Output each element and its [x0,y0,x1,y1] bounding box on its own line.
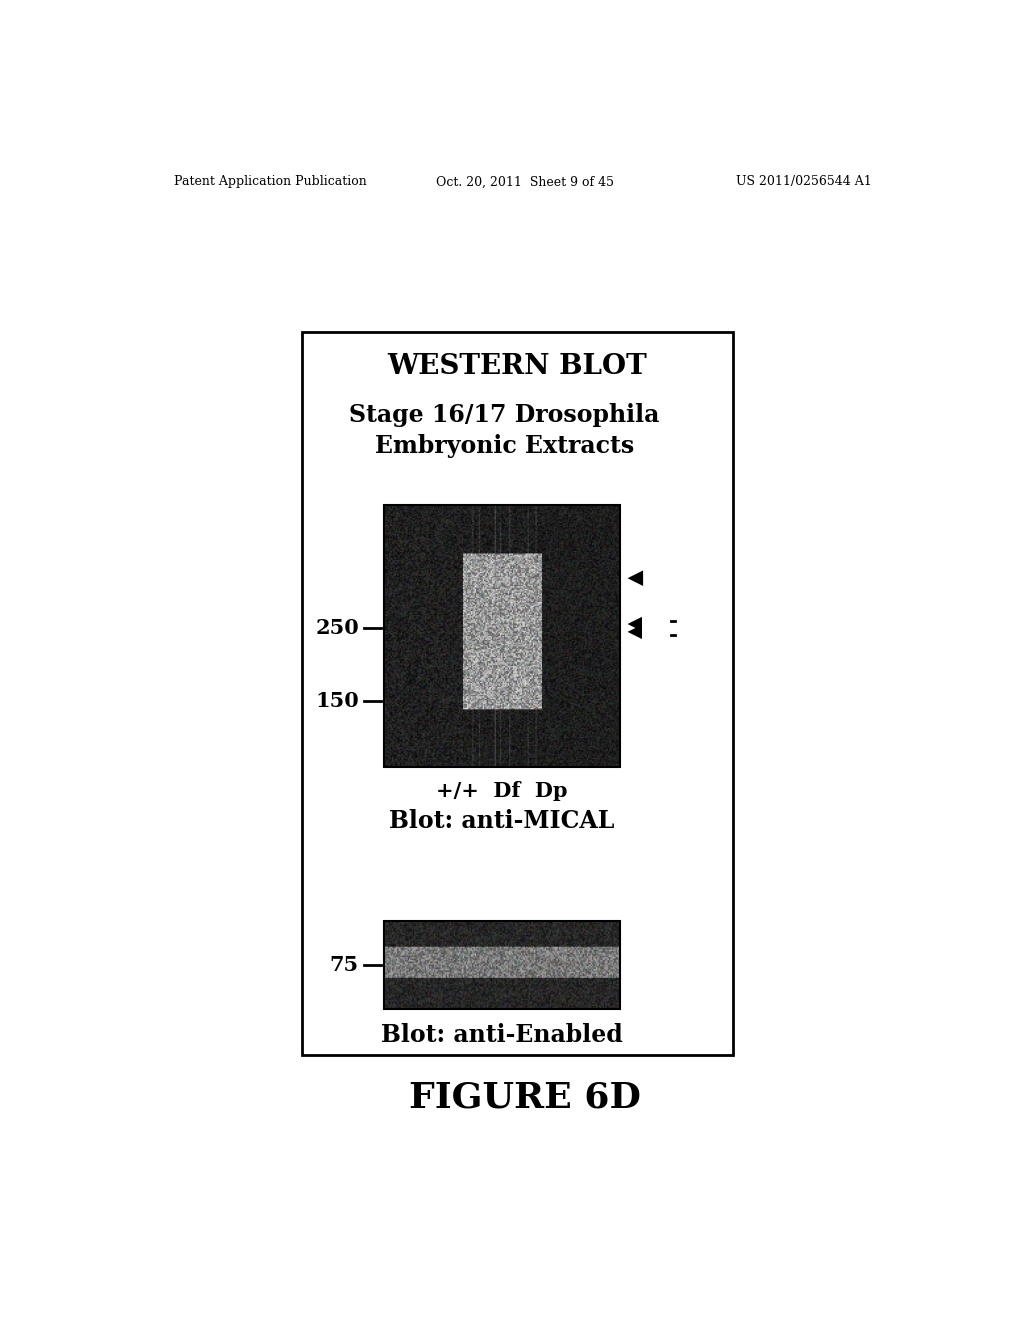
Text: Oct. 20, 2011  Sheet 9 of 45: Oct. 20, 2011 Sheet 9 of 45 [436,176,613,189]
Text: Blot: anti-Enabled: Blot: anti-Enabled [381,1023,623,1047]
Text: +/+  Df  Dp: +/+ Df Dp [436,780,567,800]
Bar [384,921,621,1010]
Text: 75: 75 [330,954,359,975]
Text: US 2011/0256544 A1: US 2011/0256544 A1 [736,176,872,189]
Text: Embryonic Extracts: Embryonic Extracts [375,434,634,458]
Text: WESTERN BLOT: WESTERN BLOT [387,354,647,380]
Bar [384,506,621,767]
Bar [302,331,732,1056]
Text: 150: 150 [315,692,359,711]
Text: 250: 250 [315,618,359,638]
Text: Stage 16/17 Drosophila: Stage 16/17 Drosophila [349,404,659,428]
Text: FIGURE 6D: FIGURE 6D [409,1081,641,1115]
Text: Patent Application Publication: Patent Application Publication [174,176,368,189]
Text: Blot: anti-MICAL: Blot: anti-MICAL [389,809,614,833]
